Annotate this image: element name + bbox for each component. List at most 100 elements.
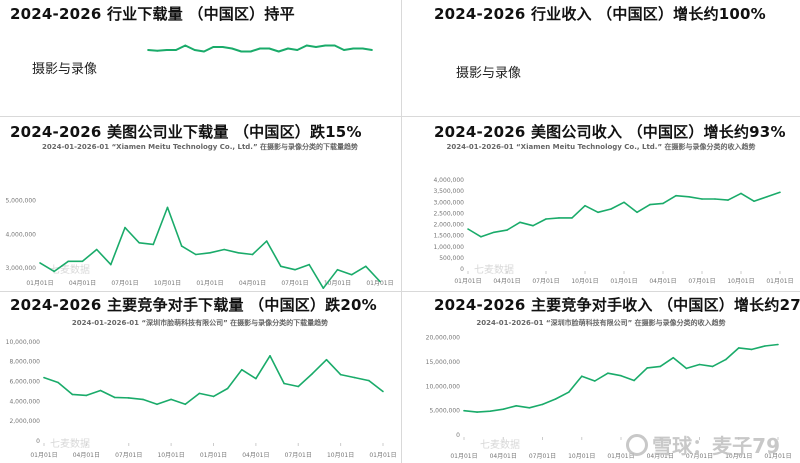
data-point (296, 49, 299, 51)
data-point (740, 192, 742, 195)
data-point (198, 392, 201, 395)
data-point (53, 270, 55, 273)
data-point (315, 46, 317, 48)
data-point (581, 375, 583, 377)
data-point (336, 268, 339, 271)
data-point (280, 265, 282, 268)
data-point (753, 200, 755, 202)
data-point (294, 268, 296, 271)
data-point (724, 358, 727, 361)
panel-meitu-downloads: 2024-2026 美图公司业下载量 （中国区）跌15% 2024-01-202… (0, 117, 400, 291)
data-point (659, 365, 662, 368)
data-point (339, 373, 342, 376)
data-point (610, 208, 612, 210)
data-point (489, 410, 491, 412)
data-point (528, 407, 531, 409)
panel-industry-revenue: 2024-2026 行业收入 （中国区）增长约100% 摄影与录像 (402, 0, 800, 116)
y-tick-label: 2,000,000 (9, 418, 40, 425)
data-point (138, 242, 140, 244)
data-point (305, 44, 308, 47)
data-point (350, 273, 353, 276)
x-tick-label: 07月01日 (281, 280, 308, 287)
y-tick-label: 10,000,000 (426, 383, 461, 390)
data-point (532, 224, 534, 227)
panel-competitor-downloads: 2024-2026 主要竞争对手下载量 （中国区）跌20% 2024-01-20… (0, 292, 400, 463)
x-tick-label: 04月01日 (649, 278, 676, 285)
qimai-watermark: 七麦数据 (474, 263, 514, 276)
category-label: 摄影与录像 (456, 66, 522, 81)
x-tick-label: 10月01日 (571, 278, 598, 285)
data-point (57, 381, 59, 384)
line-chart (402, 0, 800, 116)
x-tick-label: 07月01日 (686, 453, 713, 460)
data-point (268, 47, 271, 50)
data-point (675, 194, 677, 197)
data-point (620, 374, 622, 377)
x-tick-label: 10月01日 (327, 452, 354, 459)
data-point (265, 240, 268, 242)
x-tick-label: 04月01日 (647, 453, 674, 460)
data-point (99, 389, 102, 392)
x-tick-label: 07月01日 (115, 452, 142, 459)
data-point (623, 201, 625, 204)
x-tick-label: 01月01日 (200, 452, 227, 459)
data-point (287, 47, 289, 50)
data-point (545, 218, 547, 220)
data-point (506, 229, 508, 231)
data-point (175, 49, 177, 51)
x-tick-label: 01月01日 (610, 278, 637, 285)
y-tick-label: 0 (460, 266, 464, 273)
data-point (711, 365, 714, 368)
data-point (152, 243, 155, 246)
panel-competitor-revenue: 2024-2026 主要竞争对手收入 （中国区）增长约270% 2024-01-… (402, 292, 800, 463)
data-point (519, 221, 521, 224)
data-point (646, 367, 648, 369)
data-point (283, 382, 285, 385)
y-tick-label: 1,500,000 (433, 233, 464, 240)
line-chart (147, 44, 373, 53)
data-point (571, 217, 573, 219)
data-point (95, 248, 98, 251)
data-point (766, 196, 768, 198)
chart-subtitle: 2024-01-2026-01 “深圳市脸萌科技有限公司” 在摄影与录像分类的收… (476, 319, 726, 327)
data-point (308, 263, 311, 266)
data-point (371, 49, 373, 51)
x-tick-label: 07月01日 (111, 280, 138, 287)
data-point (241, 368, 243, 371)
y-tick-label: 2,000,000 (433, 222, 464, 229)
x-tick-label: 10月01日 (324, 280, 351, 287)
data-point (39, 262, 41, 264)
x-tick-label: 01月01日 (607, 453, 634, 460)
data-point (110, 263, 112, 266)
corner-watermark: 雪球：麦子79 (626, 430, 780, 459)
x-tick-label: 10月01日 (154, 280, 181, 287)
chart-subtitle: 2024-01-2026-01 “Xiamen Meitu Technology… (446, 143, 756, 151)
data-point (607, 372, 609, 374)
panel-title: 2024-2026 美图公司业下载量 （中国区）跌15% (10, 123, 362, 141)
data-point (297, 385, 300, 388)
line-chart: 01,000,0002,000,0003,000,0004,000,0005,0… (5, 198, 394, 289)
data-point (240, 50, 243, 53)
series-line (463, 343, 779, 413)
data-point (594, 380, 596, 382)
corner-watermark-text: 雪球：麦子79 (652, 434, 780, 458)
y-tick-label: 3,000,000 (5, 265, 36, 272)
data-point (277, 50, 280, 53)
x-tick-label: 10月01日 (725, 453, 752, 460)
sheet-row-divider (0, 291, 800, 292)
data-point (476, 411, 478, 413)
data-point (195, 253, 197, 256)
data-point (113, 396, 116, 399)
y-tick-label: 4,000,000 (433, 177, 464, 184)
data-point (727, 199, 729, 201)
data-point (502, 408, 505, 410)
x-tick-label: 04月01日 (73, 452, 100, 459)
data-point (354, 376, 356, 379)
series-line (39, 206, 381, 289)
panel-title: 2024-2026 行业收入 （中国区）增长约100% (434, 5, 766, 23)
y-tick-label: 0 (456, 432, 460, 439)
data-point (231, 47, 233, 50)
y-tick-label: 4,000,000 (5, 231, 36, 238)
data-point (184, 44, 187, 47)
data-point (662, 202, 664, 205)
